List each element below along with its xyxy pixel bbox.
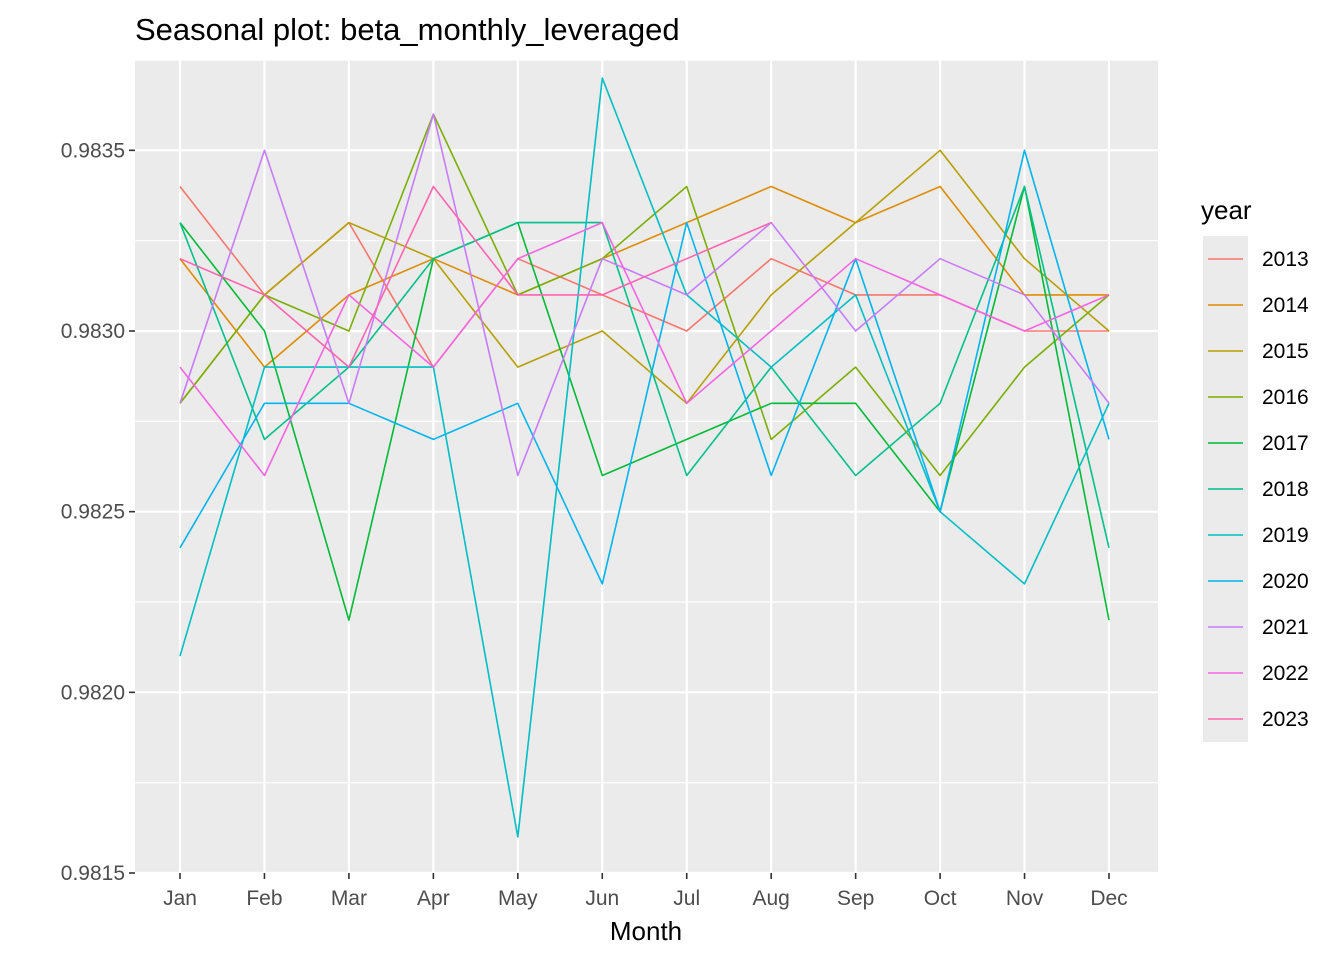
- series-line-2022: [179, 221, 1110, 477]
- legend-label-2022: 2022: [1262, 662, 1309, 685]
- series-line-2015: [179, 149, 1110, 405]
- x-tick-label: Mar: [331, 887, 367, 910]
- y-tick-label: 0.9830: [61, 320, 125, 343]
- x-tick-label: Apr: [417, 887, 450, 910]
- legend-label-2018: 2018: [1262, 478, 1309, 501]
- x-tick-label: Sep: [837, 887, 874, 910]
- series-lines: [179, 77, 1110, 838]
- x-tick-label: Nov: [1006, 887, 1044, 910]
- y-tick-label: 0.9835: [61, 139, 125, 162]
- legend-label-2020: 2020: [1262, 570, 1309, 593]
- series-line-2018: [179, 185, 1110, 548]
- series-line-2020: [179, 149, 1110, 585]
- x-tick-label: Feb: [246, 887, 282, 910]
- y-tick-label: 0.9815: [61, 862, 125, 885]
- legend-label-2019: 2019: [1262, 524, 1309, 547]
- legend-label-2013: 2013: [1262, 248, 1309, 271]
- series-line-2023: [179, 185, 772, 368]
- legend-label-2021: 2021: [1262, 616, 1309, 639]
- series-line-2014: [179, 185, 1109, 368]
- gridlines: [135, 59, 1158, 875]
- y-tick-label: 0.9820: [61, 681, 125, 704]
- y-tick-label: 0.9825: [61, 501, 125, 524]
- x-tick-label: Dec: [1090, 887, 1127, 910]
- x-tick-label: May: [498, 887, 538, 910]
- x-tick-label: Jan: [163, 887, 197, 910]
- plot-panel: [135, 60, 1158, 873]
- legend-label-2023: 2023: [1262, 708, 1309, 731]
- legend-label-2014: 2014: [1262, 294, 1309, 317]
- legend-title: year: [1201, 195, 1252, 225]
- legend-label-2016: 2016: [1262, 386, 1309, 409]
- x-tick-label: Jul: [673, 887, 700, 910]
- legend-label-2017: 2017: [1262, 432, 1309, 455]
- axes: 0.9815 0.9820 0.9825 0.9830 0.9835 Jan Feb Mar A…: [61, 139, 1128, 910]
- legend-label-2015: 2015: [1262, 340, 1309, 363]
- chart-title: Seasonal plot: beta_monthly_leveraged: [135, 12, 680, 47]
- series-line-2017: [179, 185, 1110, 621]
- x-tick-label: Aug: [752, 887, 789, 910]
- x-tick-label: Oct: [924, 887, 957, 910]
- series-line-2019: [179, 77, 1110, 838]
- x-axis-title: Month: [610, 916, 682, 946]
- x-tick-label: Jun: [585, 887, 619, 910]
- legend: year 2013 2014 2015 2016 2017 2018 2019 2020 202…: [1201, 195, 1309, 742]
